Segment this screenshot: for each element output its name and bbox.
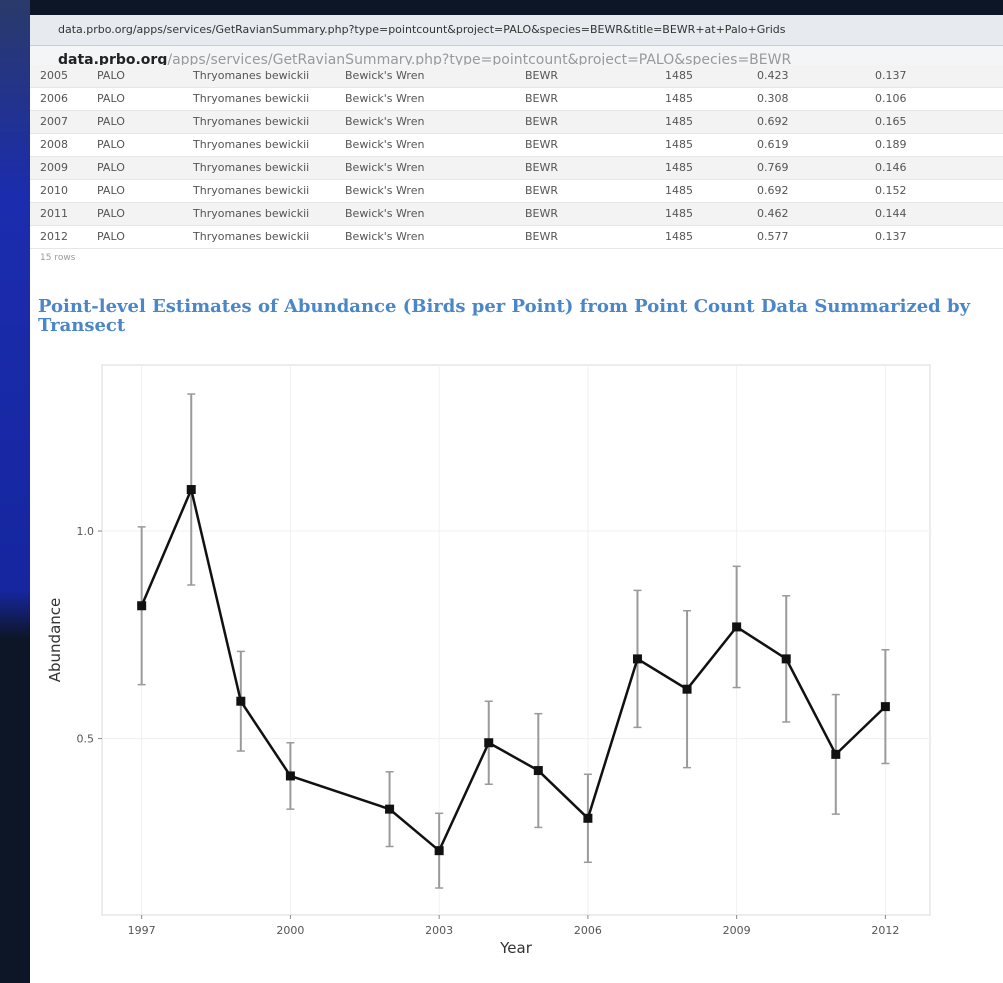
data-point <box>435 846 444 855</box>
y-axis-label: Abundance <box>46 598 64 683</box>
data-point <box>633 654 642 663</box>
data-point <box>534 766 543 775</box>
data-point <box>286 771 295 780</box>
map-background <box>0 0 30 983</box>
x-tick-label: 1997 <box>128 924 156 937</box>
chart: 0.5 1.0 1997 2000 2003 2006 2009 2012 Year Abunda… <box>30 15 1003 983</box>
x-tick-label: 2009 <box>723 924 751 937</box>
data-point <box>782 654 791 663</box>
data-point <box>187 485 196 494</box>
screen: {"browser": {"tab_title": "data.prbo.org… <box>0 0 1003 983</box>
data-point <box>683 685 692 694</box>
x-tick-label: 2003 <box>425 924 453 937</box>
data-point <box>236 697 245 706</box>
data-point <box>831 750 840 759</box>
x-tick-label: 2000 <box>276 924 304 937</box>
x-tick-label: 2012 <box>871 924 899 937</box>
browser-window: data.prbo.org/apps/services/GetRavianSum… <box>30 15 1003 983</box>
data-point <box>385 805 394 814</box>
data-point <box>137 601 146 610</box>
y-tick-label: 1.0 <box>77 525 95 538</box>
data-point <box>881 702 890 711</box>
x-tick-label: 2006 <box>574 924 602 937</box>
y-tick-label: 0.5 <box>77 733 95 746</box>
data-point <box>583 814 592 823</box>
data-point <box>484 738 493 747</box>
x-axis-label: Year <box>499 939 533 957</box>
data-point <box>732 622 741 631</box>
